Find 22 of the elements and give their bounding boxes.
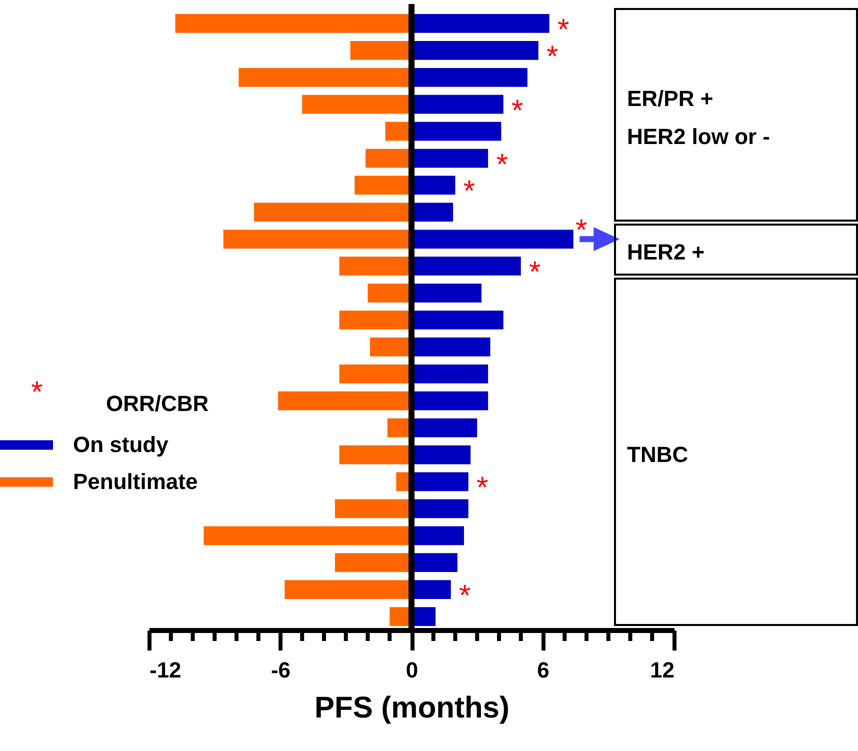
- annotation: ER/PR + HER2 low or -: [627, 86, 770, 149]
- annotation: TNBC: [627, 442, 688, 467]
- data-label: *: [459, 580, 472, 613]
- x-tick-label: -6: [270, 658, 291, 682]
- annotation: ORR/CBR: [106, 391, 209, 416]
- x-tick-label: 12: [650, 658, 674, 682]
- legend-label: Penultimate: [73, 469, 198, 494]
- data-label: *: [463, 175, 476, 208]
- legend-label: On study: [73, 432, 170, 457]
- text: *: [31, 376, 43, 409]
- x-tick-label: 0: [406, 658, 418, 682]
- x-tick-label: -12: [150, 658, 182, 682]
- data-label: *: [546, 40, 559, 74]
- x-tick-label: 6: [537, 658, 550, 682]
- x-axis-title: PFS (months): [314, 692, 510, 724]
- data-label: *: [496, 148, 508, 182]
- data-label: *: [576, 214, 588, 248]
- data-label: *: [476, 472, 489, 505]
- data-label: *: [557, 13, 570, 46]
- data-label: *: [529, 256, 542, 290]
- annotation: HER2 +: [627, 240, 705, 265]
- data-label: *: [512, 94, 524, 128]
